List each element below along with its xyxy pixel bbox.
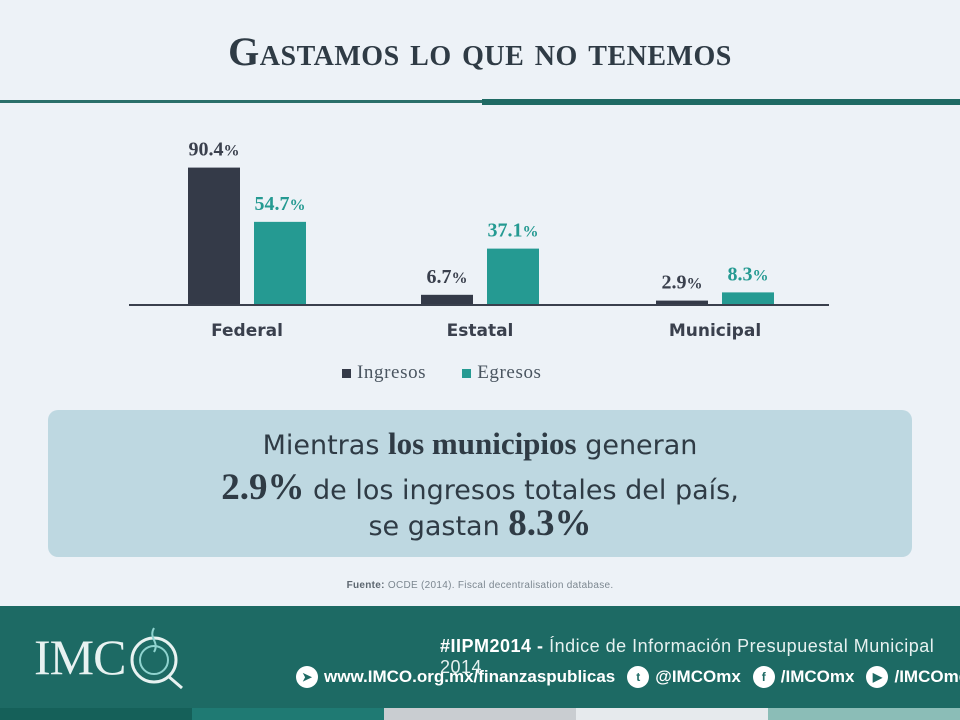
data-label-ingresos-federal: 90.4% xyxy=(189,139,240,161)
chart-legend: Ingresos Egresos xyxy=(342,362,542,384)
source-label: Fuente: xyxy=(346,580,385,591)
data-label-ingresos-estatal: 6.7% xyxy=(427,266,468,288)
source-note: Fuente: OCDE (2014). Fiscal decentralisa… xyxy=(0,580,960,591)
callout-text: Mientras xyxy=(262,430,388,461)
facebook-link[interactable]: f /IMCOmx xyxy=(752,666,855,688)
twitter-link-text: @IMCOmx xyxy=(655,667,741,686)
legend-label-ingresos: Ingresos xyxy=(357,362,427,383)
source-text: OCDE (2014). Fiscal decentralisation dat… xyxy=(384,580,614,591)
bar-ingresos-municipal xyxy=(656,300,708,305)
bottom-stripes xyxy=(0,708,960,720)
twitter-icon: t xyxy=(627,666,650,688)
bar-egresos-municipal xyxy=(722,292,774,305)
facebook-link-text: /IMCOmx xyxy=(780,667,855,686)
bar-chart: 90.4% 54.7% Federal 6.7% 37.1% Estatal 2.9% 8.3… xyxy=(129,139,829,341)
footer-tagline-text: Índice de Información Presupuestal Munic… xyxy=(440,636,935,677)
imco-logo: IMC xyxy=(34,629,126,685)
callout-emphasis: los municipios xyxy=(387,426,577,461)
data-label-egresos-municipal: 8.3% xyxy=(728,263,769,285)
callout-text: de los ingresos totales del país, xyxy=(304,475,739,506)
data-label-egresos-federal: 54.7% xyxy=(255,193,306,215)
callout-text: generan xyxy=(576,430,698,461)
page-title: Gastamos lo que no tenemos xyxy=(228,29,732,74)
footer-hashtag: #IIPM2014 - xyxy=(440,636,544,656)
data-label-ingresos-municipal: 2.9% xyxy=(662,272,703,294)
youtube-link[interactable]: ▶ /IMCOmexico xyxy=(866,666,960,688)
youtube-icon: ▶ xyxy=(866,666,889,688)
bar-egresos-estatal xyxy=(487,248,539,305)
title-rule-accent xyxy=(482,99,960,105)
bar-egresos-federal xyxy=(254,221,306,305)
footer-tagline: #IIPM2014 - Índice de Información Presup… xyxy=(440,636,960,678)
callout-value-ingresos: 2.9% xyxy=(221,467,305,508)
youtube-link-text: /IMCOmexico xyxy=(894,667,960,686)
legend-label-egresos: Egresos xyxy=(477,362,542,383)
footer: IMC #IIPM2014 - Índice de Información Pr… xyxy=(0,606,960,720)
imco-logo-mark-icon xyxy=(130,627,183,690)
x-tick-label-estatal: Estatal xyxy=(447,321,514,341)
legend-item-egresos: Egresos xyxy=(462,362,541,384)
callout-line-2: 2.9% de los ingresos totales del país, xyxy=(48,466,912,509)
twitter-link[interactable]: t @IMCOmx xyxy=(627,666,741,688)
title-rule xyxy=(0,100,482,103)
facebook-icon: f xyxy=(752,666,775,688)
callout-box: Mientras los municipios generan 2.9% de … xyxy=(48,410,912,557)
callout-text: se gastan xyxy=(368,511,509,542)
website-link-text: www.IMCO.org.mx/finanzaspublicas xyxy=(324,667,616,686)
website-link[interactable]: ➤ www.IMCO.org.mx/finanzaspublicas xyxy=(296,666,615,688)
data-label-egresos-estatal: 37.1% xyxy=(488,220,539,242)
legend-item-ingresos: Ingresos xyxy=(342,362,426,384)
bar-ingresos-federal xyxy=(188,167,240,305)
x-tick-label-federal: Federal xyxy=(211,321,283,341)
callout-line-3: se gastan 8.3% xyxy=(48,502,912,545)
callout-line-1: Mientras los municipios generan xyxy=(48,426,912,462)
legend-swatch-egresos xyxy=(462,368,472,378)
x-tick-label-municipal: Municipal xyxy=(669,321,761,341)
callout-value-egresos: 8.3% xyxy=(508,503,592,544)
footer-links: ➤ www.IMCO.org.mx/finanzaspublicas t @IM… xyxy=(296,666,960,688)
legend-swatch-ingresos xyxy=(342,368,351,378)
bar-ingresos-estatal xyxy=(421,294,473,305)
send-icon: ➤ xyxy=(296,666,318,688)
